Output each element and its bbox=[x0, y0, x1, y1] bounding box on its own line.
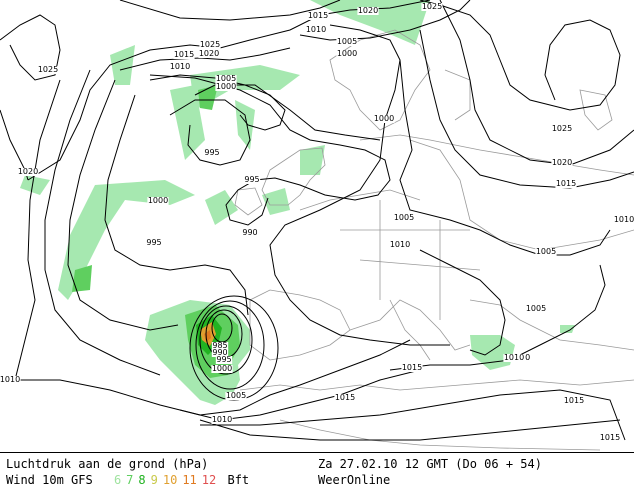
isobar-label: 990 bbox=[212, 348, 227, 357]
isobar-label: 1010 bbox=[614, 215, 634, 224]
beaufort-value: 11 bbox=[182, 473, 197, 487]
isobar-label: 1020 bbox=[18, 167, 38, 176]
legend-line2-right: WeerOnline bbox=[318, 473, 391, 487]
isobar-label: 1010 bbox=[0, 375, 20, 384]
isobar-label: 1005 bbox=[226, 391, 246, 400]
isobar-label: 995 bbox=[216, 355, 231, 364]
isobar-label: 1015 bbox=[174, 50, 194, 59]
isobar-label: 1010 bbox=[212, 415, 232, 424]
isobar-label: 1020 bbox=[358, 6, 378, 15]
isobar-label: 1005 bbox=[337, 37, 357, 46]
isobar-label: 1020 bbox=[552, 158, 572, 167]
isobar-label: 1005 bbox=[526, 304, 546, 313]
legend-line1-right: Za 27.02.10 12 GMT (Do 06 + 54) bbox=[318, 457, 542, 471]
coastlines bbox=[234, 29, 634, 451]
isobar-label: 1025 bbox=[552, 124, 572, 133]
beaufort-value: 6 bbox=[113, 473, 122, 487]
beaufort-value: 9 bbox=[150, 473, 158, 487]
isobar-label: 1000 bbox=[212, 364, 232, 373]
legend: Luchtdruk aan de grond (hPa) Za 27.02.10… bbox=[0, 452, 634, 490]
isobar-label: 985 bbox=[212, 341, 227, 350]
isobar-label: 1015 bbox=[402, 363, 422, 372]
beaufort-unit: Bft bbox=[227, 473, 250, 487]
isobar-label: 1010 bbox=[504, 353, 524, 362]
isobar-label: 1020 bbox=[199, 49, 219, 58]
isobar-label: 995 bbox=[244, 175, 259, 184]
isobar-label: 1010 bbox=[306, 25, 326, 34]
isobar-label: 995 bbox=[204, 148, 219, 157]
isobar-label: 1000 bbox=[374, 114, 394, 123]
beaufort-scale: 6 7 8 9 10 11 12 bbox=[100, 473, 216, 487]
beaufort-value: 7 bbox=[126, 473, 134, 487]
isobar-label: 1015 bbox=[564, 396, 584, 405]
isobar-label: 1025 bbox=[38, 65, 58, 74]
isobar-label: 1000 bbox=[337, 49, 357, 58]
isobar-label: 1025 bbox=[200, 40, 220, 49]
beaufort-value: 12 bbox=[201, 473, 217, 487]
isobar-label: 1000 bbox=[216, 82, 236, 91]
isobar-label: 1015 bbox=[308, 11, 328, 20]
isobar-label: 1010 bbox=[170, 62, 190, 71]
isobar-label: 1005 bbox=[536, 247, 556, 256]
isobars bbox=[0, 0, 634, 441]
isobar-label: 1005 bbox=[216, 74, 236, 83]
isobar-label: 1005 bbox=[394, 213, 414, 222]
beaufort-value: 8 bbox=[138, 473, 146, 487]
beaufort-value: 10 bbox=[162, 473, 178, 487]
isobar-label: 1015 bbox=[556, 179, 576, 188]
isobar-label: 1000 bbox=[148, 196, 168, 205]
isobar-label: 995 bbox=[146, 238, 161, 247]
legend-line1-left: Luchtdruk aan de grond (hPa) bbox=[6, 457, 209, 471]
isobar-label: 1025 bbox=[422, 2, 442, 11]
legend-wind-title: Wind 10m GFS bbox=[6, 473, 93, 487]
isobar-label: 1015 bbox=[335, 393, 355, 402]
isobar-label: 1015 bbox=[600, 433, 620, 442]
isobar-label: 990 bbox=[242, 228, 257, 237]
legend-line2-left: Wind 10m GFS 6 7 8 9 10 11 12 Bft bbox=[6, 473, 249, 487]
isobar-label: 1010 bbox=[390, 240, 410, 249]
